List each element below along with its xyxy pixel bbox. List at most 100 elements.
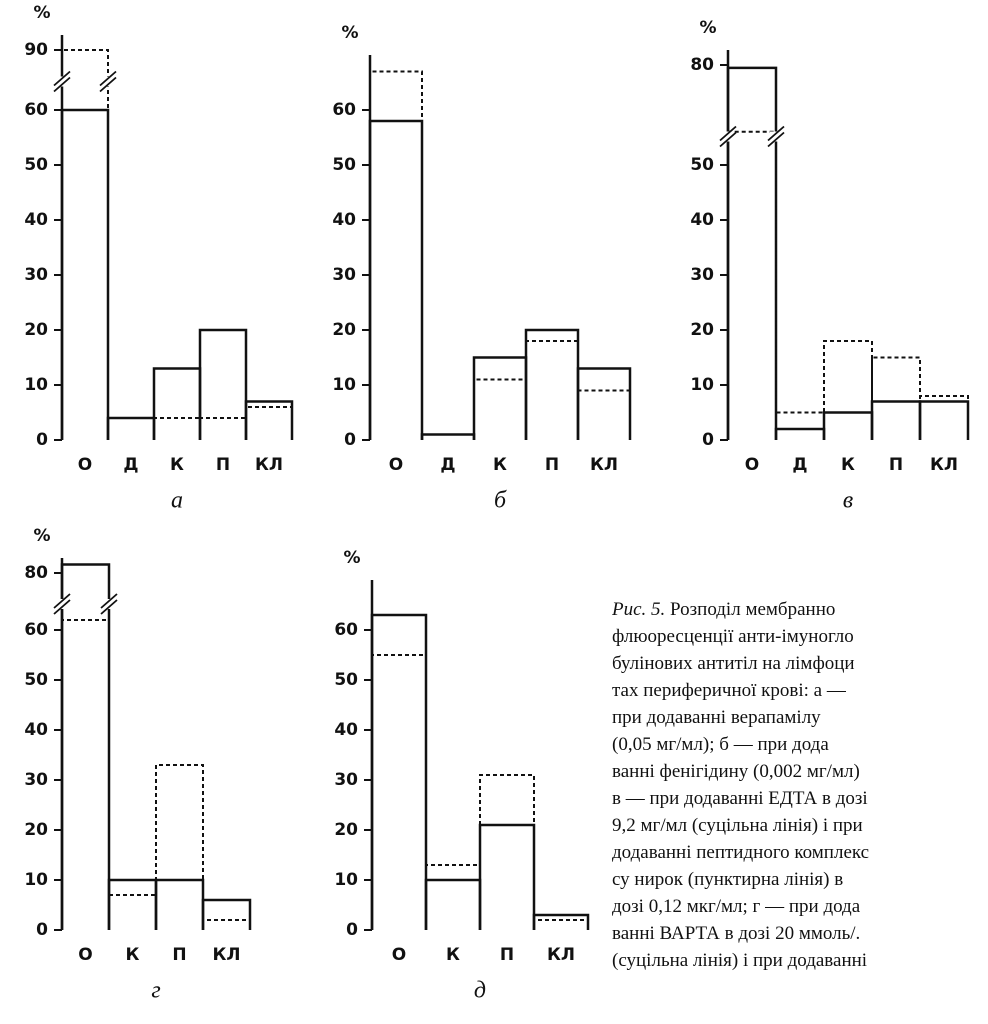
axis-break xyxy=(100,599,118,615)
step-bar xyxy=(425,864,481,930)
axis-break xyxy=(53,599,71,615)
step-bar xyxy=(107,417,155,440)
step-bar xyxy=(198,328,248,440)
step-bar xyxy=(424,878,482,930)
step-bar xyxy=(107,878,158,930)
axis-break xyxy=(100,593,118,609)
step-bar xyxy=(472,356,528,440)
x-tick-label: К xyxy=(841,455,855,475)
y-tick-label: 80 xyxy=(24,563,48,583)
panel-label: в xyxy=(843,488,853,514)
y-axis-label: % xyxy=(33,526,50,546)
axis-break xyxy=(99,76,117,93)
x-tick-label: К xyxy=(493,455,507,475)
y-tick-label: 40 xyxy=(690,210,714,230)
axis-break xyxy=(719,125,737,142)
x-tick-label: КЛ xyxy=(930,455,958,475)
x-tick-label: О xyxy=(78,455,92,475)
caption-line: ванні ВАРТА в дозі 20 ммоль/. xyxy=(612,923,861,944)
step-bar xyxy=(421,433,475,440)
step-bar xyxy=(871,356,921,440)
step-bar xyxy=(155,764,204,930)
step-bar xyxy=(154,878,205,930)
y-tick-label: 80 xyxy=(690,55,714,75)
caption-line: (0,05 мг/мл); б — при дода xyxy=(612,734,829,755)
axis-break xyxy=(767,131,785,148)
y-tick-label: 40 xyxy=(24,720,48,740)
caption-line: 9,2 мг/мл (суцільна лінія) і при xyxy=(612,815,863,836)
step-bar xyxy=(533,919,589,930)
x-tick-label: П xyxy=(172,945,186,965)
step-bar xyxy=(201,898,252,930)
caption-line: ванні фенігідину (0,002 мг/мл) xyxy=(612,761,860,782)
step-bar xyxy=(532,913,590,930)
panel-label: д xyxy=(474,978,486,1004)
y-tick-label: 20 xyxy=(24,320,48,340)
step-bar xyxy=(577,389,631,440)
y-tick-label: 0 xyxy=(344,430,356,450)
step-bar xyxy=(774,427,826,440)
step-bar xyxy=(576,367,632,440)
y-tick-label: 40 xyxy=(334,720,358,740)
caption-line: дозі 0,12 мкг/мл; г — при дода xyxy=(612,896,861,917)
y-tick-label: 40 xyxy=(24,210,48,230)
y-tick-label: 50 xyxy=(334,670,358,690)
step-bar xyxy=(479,774,535,930)
axis-break xyxy=(719,131,737,148)
y-tick-label: 90 xyxy=(24,40,48,60)
y-tick-label: 10 xyxy=(332,375,356,395)
axis-break xyxy=(53,70,71,87)
y-tick-label: 60 xyxy=(334,620,358,640)
y-tick-label: 30 xyxy=(24,265,48,285)
panel-label: г xyxy=(151,978,160,1004)
y-axis-label: % xyxy=(699,18,716,38)
step-bar xyxy=(61,619,110,930)
step-bar xyxy=(822,411,874,440)
x-tick-label: О xyxy=(78,945,92,965)
x-tick-label: КЛ xyxy=(547,945,575,965)
x-tick-label: КЛ xyxy=(212,945,240,965)
y-tick-label: 30 xyxy=(334,770,358,790)
y-tick-label: 60 xyxy=(24,620,48,640)
caption-lead: Рис. 5. xyxy=(612,599,666,620)
y-tick-label: 40 xyxy=(332,210,356,230)
x-tick-label: Д xyxy=(440,455,455,475)
step-bar xyxy=(60,108,110,440)
panel-label: а xyxy=(171,488,183,514)
y-tick-label: 10 xyxy=(690,375,714,395)
axis-break xyxy=(53,593,71,609)
caption-line: Рис. 5. Розподіл мембранно xyxy=(612,596,988,623)
x-tick-label: КЛ xyxy=(590,455,618,475)
step-bar xyxy=(473,378,527,440)
step-bar xyxy=(727,130,777,440)
y-tick-label: 10 xyxy=(24,870,48,890)
panel-label: б xyxy=(494,488,507,514)
break-gap xyxy=(102,76,114,87)
x-tick-label: К xyxy=(126,945,140,965)
step-bar xyxy=(245,406,293,440)
caption-line: булінових антитіл на лімфоци xyxy=(612,653,855,674)
step-bar xyxy=(368,119,424,440)
x-tick-label: Д xyxy=(123,455,138,475)
caption-line: (суцільна лінія) і при додаванні xyxy=(612,950,868,971)
step-bar xyxy=(108,894,157,930)
y-axis-label: % xyxy=(33,3,50,23)
step-bar xyxy=(870,400,922,440)
step-bar xyxy=(106,416,156,440)
step-bar xyxy=(478,823,536,930)
caption-line: при додаванні верапамілу xyxy=(612,707,821,728)
break-gap xyxy=(770,131,782,142)
step-bar xyxy=(153,417,201,440)
x-tick-label: О xyxy=(392,945,406,965)
x-tick-label: П xyxy=(500,945,514,965)
step-bar xyxy=(370,613,428,930)
step-bar xyxy=(152,367,202,440)
caption-line: су нирок (пунктирна лінія) в xyxy=(612,869,844,890)
y-tick-label: 0 xyxy=(36,920,48,940)
y-tick-label: 0 xyxy=(702,430,714,450)
step-bar xyxy=(524,328,580,440)
y-tick-label: 30 xyxy=(24,770,48,790)
step-bar xyxy=(202,919,251,930)
x-tick-label: К xyxy=(170,455,184,475)
x-tick-label: П xyxy=(216,455,230,475)
